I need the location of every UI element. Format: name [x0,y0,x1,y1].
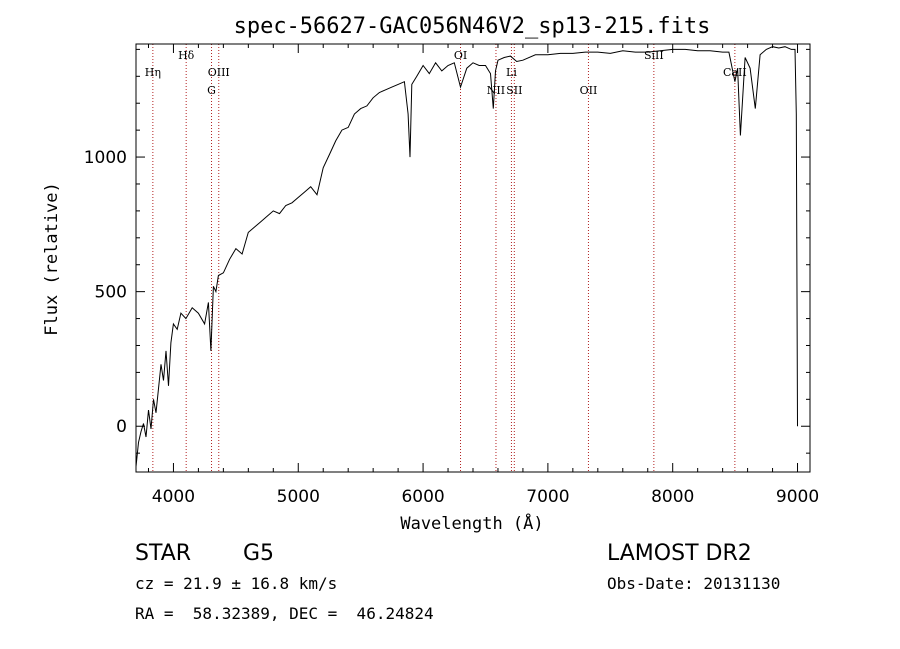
line-label-3: OIII [208,66,230,79]
survey-name: LAMOST DR2 [607,541,752,566]
x-tick-label-1: 5000 [277,487,320,507]
spectrum-line-0 [135,46,798,467]
line-label-5: NII [487,84,505,97]
object-subclass: G5 [243,541,274,566]
coordinates: RA = 58.32389, DEC = 46.24824 [135,604,434,623]
chart-title: spec-56627-GAC056N46V2_sp13-215.fits [234,14,711,39]
object-class: STAR [135,541,191,566]
line-label-7: SII [506,84,522,97]
y-axis-label: Flux (relative) [42,182,62,336]
redshift-info: cz = 21.9 ± 16.8 km/s [135,574,337,593]
line-label-10: CaII [723,66,747,79]
line-label-0: Hη [145,66,161,79]
obs-date: Obs-Date: 20131130 [607,574,780,593]
line-label-4: OI [454,49,467,62]
line-label-2: G [207,84,216,97]
x-tick-label-5: 9000 [776,487,819,507]
line-label-6: Li [506,66,517,79]
y-tick-label-2: 1000 [84,148,127,168]
x-tick-label-3: 7000 [526,487,569,507]
x-axis-label: Wavelength (Å) [400,512,543,534]
x-tick-label-4: 8000 [651,487,694,507]
line-label-1: Hδ [178,49,195,62]
line-label-8: OII [580,84,598,97]
y-tick-label-1: 500 [95,283,127,303]
x-tick-label-0: 4000 [152,487,195,507]
x-tick-label-2: 6000 [401,487,444,507]
plot-frame [135,43,811,473]
y-tick-label-0: 0 [116,417,127,437]
